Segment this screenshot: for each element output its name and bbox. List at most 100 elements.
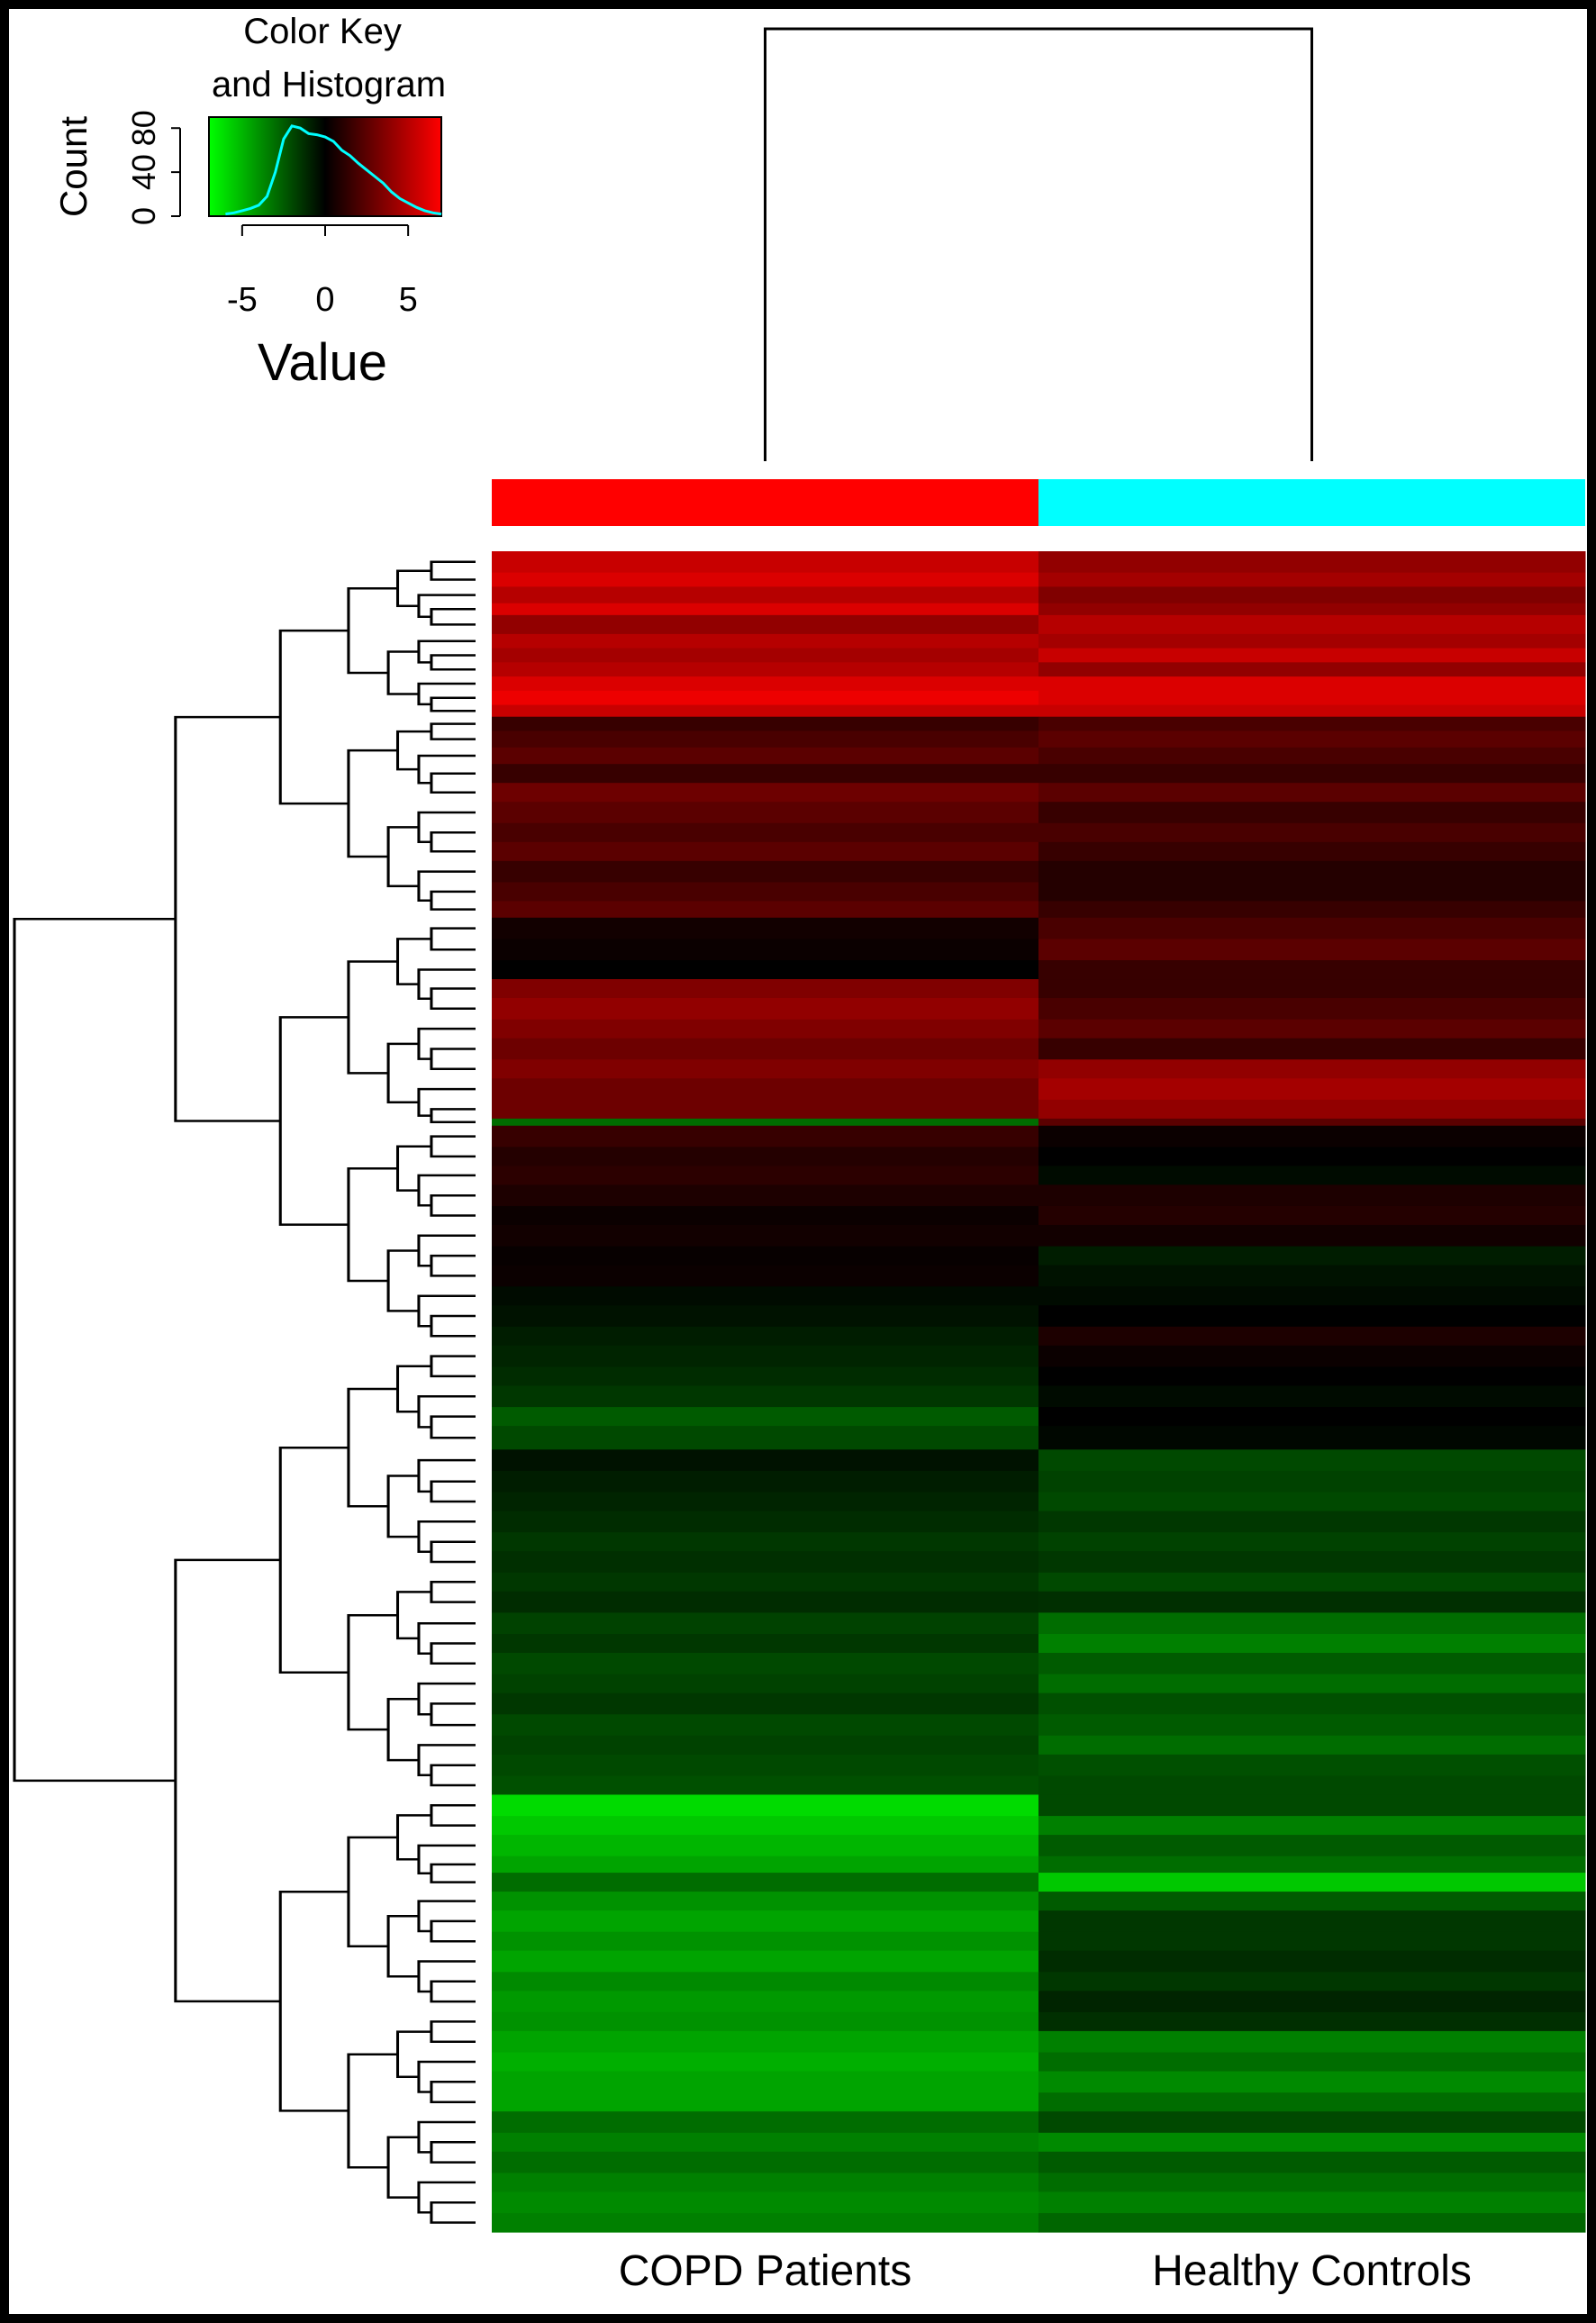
heatmap-cell xyxy=(1038,1246,1586,1266)
heatmap-cell xyxy=(492,648,1039,663)
heatmap-cell xyxy=(1038,1856,1586,1874)
heatmap-cell xyxy=(492,1305,1039,1328)
heatmap-cell xyxy=(492,1591,1039,1613)
heatmap-cell xyxy=(1038,730,1586,749)
heatmap-cell xyxy=(1038,2173,1586,2192)
heatmap-cell xyxy=(492,1551,1039,1574)
heatmap-cell xyxy=(1038,841,1586,862)
heatmap-cell xyxy=(492,1612,1039,1635)
heatmap-cell xyxy=(492,1038,1039,1060)
heatmap-cell xyxy=(1038,704,1586,718)
heatmap-cell xyxy=(492,917,1039,940)
heatmap-cell xyxy=(492,586,1039,604)
heatmap-cell xyxy=(492,764,1039,784)
heatmap-cell xyxy=(1038,979,1586,999)
row-dendrogram-branch xyxy=(278,629,349,805)
color-key-title-line2: and Histogram xyxy=(212,65,446,104)
heatmap-cell xyxy=(492,1366,1039,1387)
heatmap-cell xyxy=(1038,2011,1586,2032)
heatmap-cell xyxy=(492,1118,1039,1127)
heatmap-cell xyxy=(492,1125,1039,1148)
row-dendrogram-branch xyxy=(395,1145,431,1192)
heatmap-cell xyxy=(492,747,1039,765)
row-dendrogram-branch xyxy=(395,730,431,771)
heatmap-cell xyxy=(492,1572,1039,1593)
heatmap-cell xyxy=(1038,1950,1586,1973)
heatmap-cell xyxy=(492,1950,1039,1973)
heatmap-cell xyxy=(1038,1407,1586,1427)
heatmap-cell xyxy=(492,2030,1039,2054)
heatmap-cell xyxy=(492,2191,1039,2214)
heatmap-cell xyxy=(492,676,1039,692)
row-dendrogram-branch xyxy=(278,1016,349,1226)
heatmap-cell xyxy=(492,1794,1039,1817)
heatmap-cell xyxy=(1038,2132,1586,2153)
heatmap-cell xyxy=(1038,1775,1586,1796)
heatmap-cell xyxy=(492,1449,1039,1472)
column-label-2: Healthy Controls xyxy=(1152,2247,1472,2295)
column-dendrogram-branch xyxy=(764,27,1313,461)
heatmap-cell xyxy=(492,1910,1039,1933)
heatmap-cell xyxy=(1038,1835,1586,1857)
heatmap-cell xyxy=(1038,1910,1586,1933)
heatmap-cell xyxy=(492,901,1039,919)
heatmap-cell xyxy=(492,1735,1039,1756)
heatmap-cell xyxy=(1038,802,1586,824)
heatmap-cell xyxy=(492,802,1039,824)
heatmap-cell xyxy=(492,572,1039,587)
heatmap-cell xyxy=(492,960,1039,980)
heatmap-cell xyxy=(1038,586,1586,604)
column-label-1: COPD Patients xyxy=(619,2247,911,2295)
heatmap-cell xyxy=(1038,1038,1586,1060)
row-dendrogram xyxy=(13,560,476,2224)
heatmap-cell xyxy=(492,2011,1039,2032)
heatmap-cell xyxy=(492,633,1039,649)
heatmap-cell xyxy=(492,2111,1039,2134)
heatmap-cell xyxy=(492,1754,1039,1777)
heatmap-cell xyxy=(1038,1286,1586,1306)
heatmap-cell xyxy=(1038,1305,1586,1328)
heatmap-cell xyxy=(492,822,1039,843)
heatmap-cell xyxy=(1038,614,1586,635)
heatmap-cells xyxy=(492,551,1586,2233)
heatmap-cell xyxy=(1038,1078,1586,1101)
heatmap-cell xyxy=(1038,2213,1586,2233)
heatmap-cell xyxy=(1038,572,1586,587)
row-dendrogram-branch xyxy=(13,918,176,1783)
column-group-color-2 xyxy=(1038,479,1585,526)
heatmap-cell xyxy=(492,1775,1039,1796)
heatmap-cell xyxy=(492,2132,1039,2153)
heatmap-cell xyxy=(492,1856,1039,1874)
heatmap-cell xyxy=(1038,1166,1586,1185)
color-key: Color Key and Histogram Count 0 40 80 -5 0 5… xyxy=(52,12,446,392)
heatmap-cell xyxy=(492,1972,1039,1992)
heatmap-cell xyxy=(1038,1385,1586,1408)
heatmap-cell xyxy=(1038,1692,1586,1715)
heatmap-cell xyxy=(492,551,1039,574)
heatmap-cell xyxy=(1038,1492,1586,1512)
heatmap-cell xyxy=(492,1873,1039,1892)
column-labels: COPD Patients Healthy Controls xyxy=(619,2247,1472,2295)
heatmap-cell xyxy=(1038,1931,1586,1952)
heatmap-cell xyxy=(1038,1125,1586,1148)
heatmap-cell xyxy=(1038,1572,1586,1593)
heatmap-cell xyxy=(1038,1591,1586,1613)
heatmap-cell xyxy=(492,998,1039,1021)
heatmap-cell xyxy=(492,1184,1039,1207)
heatmap-cell xyxy=(492,1166,1039,1185)
color-key-histogram xyxy=(225,124,442,216)
heatmap-cell xyxy=(1038,1892,1586,1911)
color-key-y-tick-label: 0 xyxy=(125,207,162,225)
heatmap-cell xyxy=(492,1407,1039,1427)
heatmap-cell xyxy=(492,1674,1039,1694)
heatmap-cell xyxy=(492,662,1039,677)
heatmap-cell xyxy=(1038,648,1586,663)
heatmap-cell xyxy=(1038,2151,1586,2173)
row-dendrogram-branch xyxy=(395,1814,431,1861)
heatmap-cell xyxy=(1038,1118,1586,1127)
heatmap-cell xyxy=(492,1345,1039,1368)
heatmap-cell xyxy=(492,882,1039,903)
row-dendrogram-branch xyxy=(395,569,431,607)
color-key-title-line1: Color Key xyxy=(243,12,402,51)
heatmap-cell xyxy=(1038,917,1586,940)
